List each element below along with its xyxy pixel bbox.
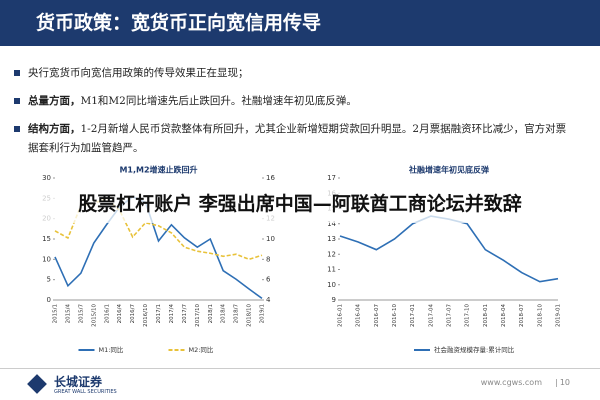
y2-tick-label: 10	[266, 235, 275, 243]
y2-tick-label: 8	[266, 255, 270, 263]
banner: 股票杠杆账户 李强出席中国—阿联酋工商论坛并致辞	[0, 185, 600, 223]
series-line	[339, 215, 559, 283]
x-tick-label: 2017-01	[410, 304, 416, 327]
x-tick-label: 2019/1	[260, 304, 266, 323]
x-tick-label: 2016/1	[104, 304, 110, 323]
x-tick-label: 2016-04	[356, 304, 362, 327]
y2-tick-label: 16	[266, 174, 275, 182]
y-tick-label: 11	[327, 266, 336, 274]
bullet-text: 1-2月新增人民币贷款整体有所回升，尤其企业新增短期贷款回升明显。2月票据融资环…	[28, 123, 567, 154]
bullet-text: M1和M2同比增速先后止跌回升。社融增速年初见底反弹。	[80, 95, 357, 107]
x-tick-label: 2018-01	[483, 304, 489, 327]
x-tick-label: 2018-07	[519, 304, 525, 327]
chart-title: 社融增速年初见底反弹	[408, 165, 489, 175]
x-tick-label: 2018/4	[221, 304, 227, 324]
x-tick-label: 2019-01	[556, 304, 562, 327]
x-tick-label: 2018-10	[537, 304, 543, 327]
footer: 长城证券 GREAT WALL SECURITIES www.cgws.com …	[0, 368, 600, 400]
bullet-lead: 结构方面，	[28, 123, 81, 135]
bullet: 央行宽货币向宽信用政策的传导效果正在显现；	[14, 64, 568, 83]
bullet: 结构方面，1-2月新增人民币贷款整体有所回升，尤其企业新增短期贷款回升明显。2月…	[14, 120, 568, 158]
bullet: 总量方面，M1和M2同比增速先后止跌回升。社融增速年初见底反弹。	[14, 92, 568, 111]
logo: 长城证券	[54, 375, 103, 389]
x-tick-label: 2015/4	[65, 304, 71, 324]
x-tick-label: 2017/1	[156, 304, 162, 323]
y-tick-label: 0	[47, 296, 51, 304]
y2-tick-label: 6	[266, 276, 271, 284]
x-tick-label: 2016/4	[117, 304, 123, 324]
x-tick-label: 2017-04	[428, 304, 434, 327]
y-tick-label: 10	[327, 281, 336, 289]
x-tick-label: 2018-04	[501, 304, 507, 327]
x-tick-label: 2015/10	[91, 304, 97, 327]
x-tick-label: 2016-10	[392, 304, 398, 327]
x-tick-label: 2016/7	[130, 304, 136, 324]
header-title: 货币政策：宽货币正向宽信用传导	[0, 0, 600, 46]
x-tick-label: 2017-07	[447, 304, 453, 327]
x-tick-label: 2017-10	[465, 304, 471, 327]
sep: |	[555, 378, 558, 387]
y-tick-label: 30	[42, 174, 51, 182]
y-tick-label: 5	[47, 276, 51, 284]
legend-label: 社会融资规模存量:累计同比	[434, 345, 515, 354]
x-tick-label: 2017/4	[169, 304, 175, 324]
y-tick-label: 13	[327, 235, 336, 243]
legend-label: M1:同比	[99, 345, 124, 354]
x-tick-label: 2017/7	[182, 304, 188, 324]
x-tick-label: 2015/7	[78, 304, 84, 324]
y-tick-label: 12	[327, 250, 336, 258]
bullet-lead: 总量方面，	[28, 95, 81, 107]
legend-label: M2:同比	[189, 345, 214, 354]
x-tick-label: 2015/1	[53, 304, 59, 323]
x-tick-label: 2018/10	[247, 304, 253, 327]
x-tick-label: 2017/10	[195, 304, 201, 327]
y-tick-label: 15	[42, 235, 51, 243]
y-tick-label: 14	[327, 220, 336, 228]
x-tick-label: 2018/7	[234, 304, 240, 324]
series-line	[54, 195, 263, 300]
x-tick-label: 2016/10	[143, 304, 149, 327]
x-tick-label: 2018/1	[208, 304, 214, 323]
y-tick-label: 17	[327, 174, 336, 182]
site: www.cgws.com	[480, 378, 542, 387]
bullet-text: 央行宽货币向宽信用政策的传导效果正在显现；	[28, 67, 249, 79]
chart-title: M1,M2增速止跌回升	[119, 165, 197, 175]
y2-tick-label: 4	[266, 296, 271, 304]
y-tick-label: 10	[42, 255, 51, 263]
logo-en: GREAT WALL SECURITIES	[54, 389, 117, 395]
y-tick-label: 9	[332, 296, 336, 304]
x-tick-label: 2016-01	[338, 304, 344, 327]
x-tick-label: 2016-07	[374, 304, 380, 327]
series-line	[54, 197, 263, 261]
logo-icon	[27, 374, 47, 394]
page-number: 10	[559, 378, 570, 387]
